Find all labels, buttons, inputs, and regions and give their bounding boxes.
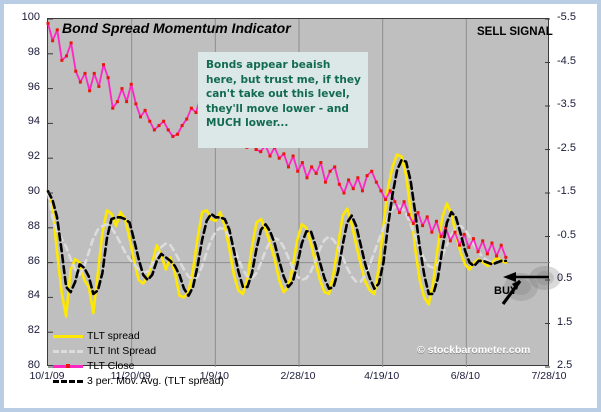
y-tick-left: 92 <box>27 150 40 163</box>
y-tick-left: 96 <box>27 80 40 93</box>
y-tick-left: 82 <box>27 324 40 337</box>
legend-item: TLT spread <box>53 328 263 343</box>
legend-label: TLT Int Spread <box>87 344 157 357</box>
legend-swatch <box>53 345 83 357</box>
data-series <box>46 21 508 318</box>
y-tick-right: 1.5 <box>557 315 573 328</box>
legend-swatch <box>53 360 83 372</box>
watermark: © stockbarometer.com <box>417 344 531 356</box>
x-tick: 4/19/10 <box>364 370 400 382</box>
x-tick: 1/9/10 <box>199 370 229 382</box>
y-tick-right: 0.5 <box>557 272 573 284</box>
x-tick: 10/1/09 <box>29 370 65 382</box>
x-tick: 7/28/10 <box>531 370 567 382</box>
legend-item: 3 per. Mov. Avg. (TLT spread) <box>53 373 263 388</box>
y-tick-left: 84 <box>27 289 40 302</box>
legend-marker <box>66 363 70 368</box>
y-tick-left: 98 <box>27 45 40 58</box>
x-tick: 2/28/10 <box>280 370 316 382</box>
y-tick-left: 80 <box>27 359 40 371</box>
legend-item: TLT Int Spread <box>53 343 263 358</box>
y-tick-right: 2.5 <box>557 359 573 371</box>
sell-signal-label: SELL SIGNAL <box>477 26 553 38</box>
annotation-arrows <box>48 18 561 368</box>
y-tick-left: 94 <box>27 115 40 128</box>
chart-inner: Bond Spread Momentum Indicator Bonds app… <box>4 4 597 408</box>
x-tick: 6/8/10 <box>450 370 480 382</box>
annotation-callout: Bonds appear beaish here, but trust me, … <box>198 52 368 148</box>
legend-label: TLT Close <box>87 359 135 372</box>
y-tick-right: -4.5 <box>557 54 576 67</box>
legend-label: 3 per. Mov. Avg. (TLT spread) <box>87 374 224 387</box>
y-tick-left: 88 <box>27 219 40 232</box>
y-tick-right: -3.5 <box>557 98 576 110</box>
buy-signal-label: BUY <box>494 285 518 297</box>
annotation-text: Bonds appear beaish here, but trust me, … <box>206 59 361 129</box>
y-tick-left: 90 <box>27 185 40 197</box>
legend-swatch <box>53 375 83 387</box>
y-tick-right: -2.5 <box>557 141 576 154</box>
legend-label: TLT spread <box>87 329 140 342</box>
legend-item: TLT Close <box>53 358 263 373</box>
y-tick-right: -1.5 <box>557 185 576 197</box>
legend-swatch <box>53 330 83 342</box>
y-tick-left: 100 <box>21 11 40 23</box>
y-tick-right: -5.5 <box>557 11 576 23</box>
chart-legend: TLT spread TLT Int Spread TLT Close 3 per. … <box>53 328 263 388</box>
y-tick-right: -0.5 <box>557 228 576 241</box>
x-tick: 11/20/09 <box>110 370 151 382</box>
chart-title: Bond Spread Momentum Indicator <box>62 20 291 36</box>
y-tick-left: 86 <box>27 254 40 267</box>
